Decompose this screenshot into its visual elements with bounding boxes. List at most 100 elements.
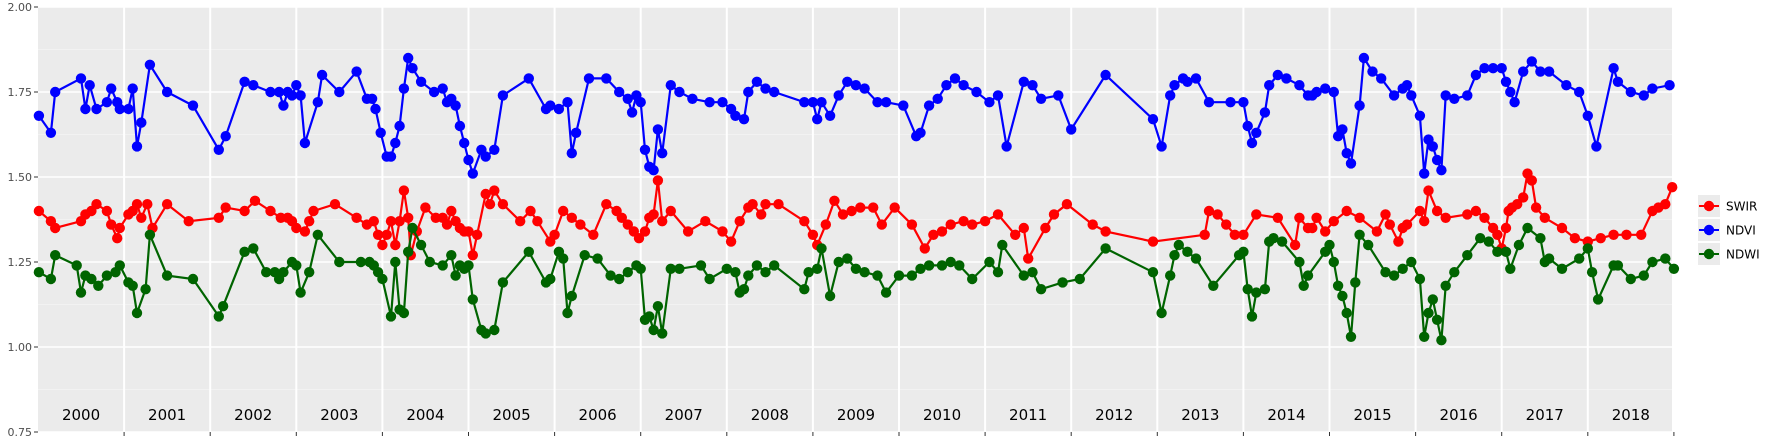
data-point-swir: [1010, 229, 1021, 240]
data-point-ndwi: [437, 260, 448, 271]
data-point-ndvi: [652, 124, 664, 135]
data-point-ndvi: [807, 97, 819, 108]
data-point-ndvi: [1238, 97, 1249, 108]
data-point-ndvi: [459, 137, 470, 149]
data-point-ndvi: [239, 76, 250, 88]
data-point-swir: [945, 219, 956, 230]
data-point-ndwi: [1513, 239, 1525, 251]
data-point-ndvi: [738, 114, 750, 125]
data-point-swir: [1667, 182, 1678, 193]
data-point-ndvi: [583, 73, 595, 84]
y-axis: 0.75 1.00 1.25 1.50 1.75 2.00: [8, 1, 38, 439]
data-point-ndwi: [842, 253, 853, 264]
data-point-ndvi: [312, 97, 323, 108]
data-point-swir: [992, 209, 1004, 220]
data-point-swir: [734, 216, 745, 227]
data-point-swir: [747, 199, 758, 210]
data-point-ndwi: [377, 273, 388, 285]
data-point-ndwi: [93, 280, 104, 291]
y-tick-label: 1.25: [8, 256, 33, 269]
data-point-ndwi: [1423, 307, 1434, 319]
data-point-swir: [1530, 202, 1542, 213]
data-point-ndwi: [1350, 277, 1361, 288]
data-point-ndwi: [1397, 263, 1408, 274]
data-point-swir: [1470, 205, 1482, 217]
data-point-ndwi: [562, 307, 573, 319]
data-point-ndvi: [1027, 80, 1038, 91]
data-point-ndwi: [1475, 233, 1486, 244]
data-point-swir: [304, 216, 315, 227]
year-label: 2010: [923, 406, 961, 424]
data-point-ndvi: [375, 127, 386, 138]
data-point-swir: [1212, 209, 1223, 220]
data-point-ndvi: [1470, 69, 1482, 81]
data-point-ndwi: [1668, 263, 1680, 274]
data-point-ndvi: [299, 137, 311, 149]
data-point-ndvi: [626, 107, 638, 118]
data-point-ndvi: [1001, 141, 1012, 152]
data-point-swir: [441, 219, 453, 230]
data-point-ndwi: [644, 311, 655, 322]
year-label: 2014: [1267, 406, 1305, 424]
data-point-swir: [1061, 199, 1073, 210]
data-point-swir: [249, 195, 261, 206]
data-point-ndwi: [1259, 284, 1271, 295]
data-point-ndwi: [1345, 331, 1357, 342]
data-point-ndwi: [385, 311, 397, 322]
data-point-ndwi: [1582, 243, 1594, 254]
data-point-ndvi: [131, 141, 143, 152]
data-point-ndvi: [1427, 141, 1439, 152]
data-point-swir: [928, 229, 939, 240]
data-point-ndvi: [1664, 80, 1675, 91]
data-point-swir: [377, 239, 388, 251]
data-point-ndvi: [915, 127, 926, 138]
data-point-ndwi: [45, 273, 57, 285]
data-point-ndvi: [123, 103, 134, 115]
data-point-swir: [1199, 229, 1210, 240]
data-point-ndvi: [1169, 80, 1180, 91]
data-point-swir: [566, 212, 577, 223]
data-point-ndwi: [75, 287, 87, 298]
data-point-swir: [967, 219, 978, 230]
data-point-ndvi: [566, 148, 577, 159]
data-point-ndvi: [291, 80, 302, 91]
data-point-swir: [112, 233, 123, 244]
data-point-swir: [142, 199, 153, 210]
data-point-ndwi: [1190, 253, 1202, 264]
data-point-swir: [799, 216, 810, 227]
series-lines: [33, 52, 1680, 346]
data-point-swir: [846, 205, 857, 217]
data-point-ndwi: [1388, 270, 1400, 281]
data-point-ndvi: [570, 127, 582, 138]
data-point-ndwi: [480, 328, 491, 339]
data-point-ndvi: [1053, 90, 1064, 101]
data-point-ndvi: [80, 103, 91, 115]
data-point-ndwi: [1660, 253, 1671, 264]
data-point-ndwi: [967, 273, 978, 285]
data-point-ndvi: [872, 97, 883, 108]
data-point-swir: [398, 185, 410, 196]
data-point-ndvi: [278, 100, 289, 111]
year-label: 2008: [751, 406, 789, 424]
data-point-ndvi: [467, 168, 478, 179]
data-point-ndvi: [91, 103, 102, 115]
data-point-swir: [1384, 219, 1396, 230]
data-point-swir: [756, 209, 767, 220]
series-line-ndvi: [38, 53, 1670, 178]
data-point-swir: [1354, 212, 1365, 223]
year-label: 2016: [1440, 406, 1478, 424]
data-point-ndvi: [1388, 90, 1400, 101]
data-point-ndvi: [639, 144, 651, 155]
data-point-ndwi: [1057, 277, 1068, 288]
data-point-swir: [1311, 212, 1322, 223]
data-point-swir: [725, 236, 737, 247]
data-point-ndvi: [1414, 110, 1426, 122]
data-point-ndwi: [824, 290, 836, 302]
data-point-swir: [1022, 253, 1034, 264]
data-point-ndvi: [1066, 124, 1077, 135]
data-point-swir: [622, 219, 633, 230]
data-point-ndwi: [833, 256, 844, 268]
data-point-ndvi: [1246, 137, 1258, 149]
data-point-ndvi: [316, 69, 328, 81]
data-point-swir: [368, 216, 379, 227]
